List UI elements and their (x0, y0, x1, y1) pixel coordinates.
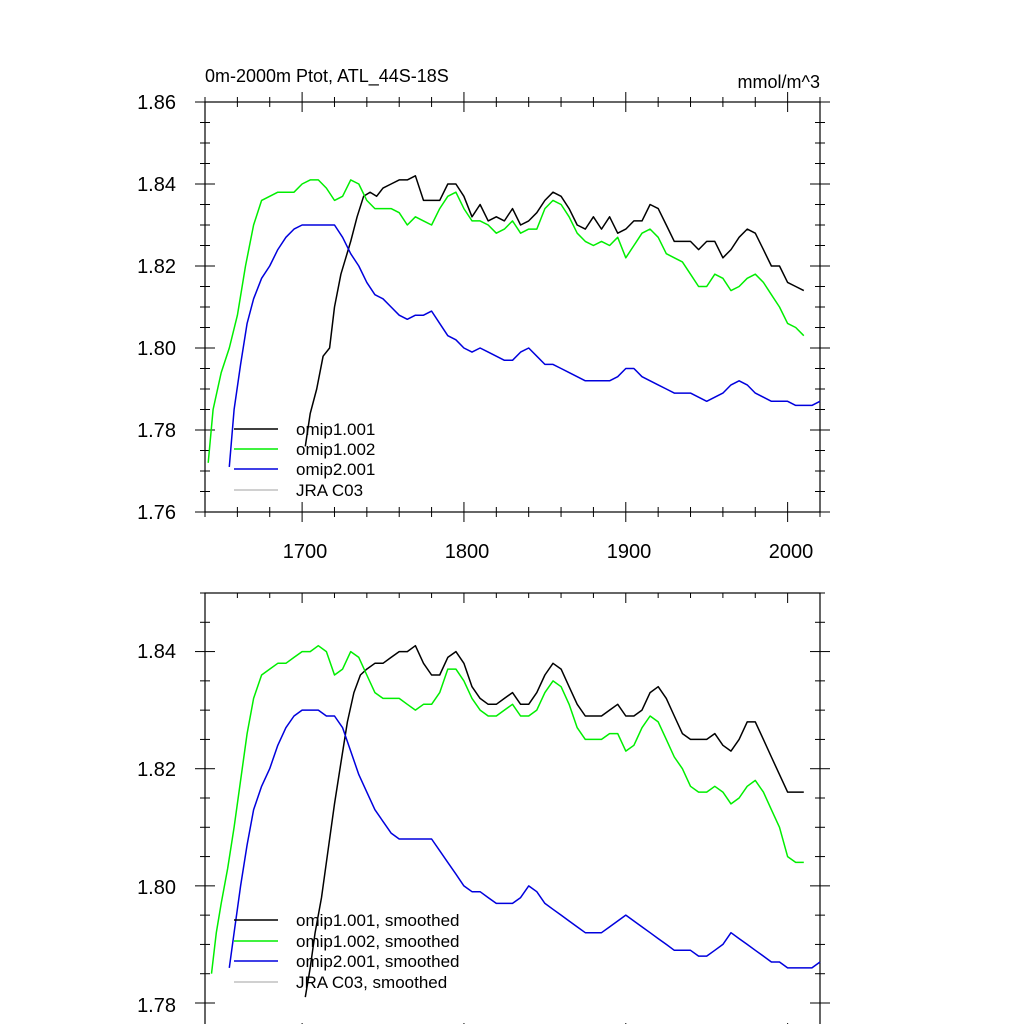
bottom-series-omip2-001-smoothed (228, 709, 821, 969)
top-panel: 0m-2000m Ptot, ATL_44S-18S mmol/m^3 1.76… (137, 66, 830, 563)
top-series (207, 175, 821, 467)
bottom-y-tick-label: 1.78 (137, 995, 176, 1017)
top-y-tick-labels: 1.76 1.78 1.80 1.82 1.84 1.86 (137, 92, 176, 524)
top-series-omip2-001 (228, 224, 821, 467)
bottom-series (210, 644, 821, 998)
bottom-legend-label: omip1.001, smoothed (296, 911, 460, 930)
top-y-tick-label: 1.76 (137, 502, 176, 524)
bottom-panel: 1.78 1.80 1.82 1.84 omip1.001, smoothed … (137, 592, 830, 1024)
top-y-tick-label: 1.82 (137, 256, 176, 278)
bottom-y-tick-label: 1.82 (137, 759, 176, 781)
top-y-tick-label: 1.84 (137, 174, 176, 196)
bottom-legend-label: JRA C03, smoothed (296, 973, 447, 992)
top-y-tick-label: 1.78 (137, 420, 176, 442)
top-legend-label: omip1.001 (296, 420, 375, 439)
top-x-tick-label: 2000 (769, 541, 814, 563)
top-title-left: 0m-2000m Ptot, ATL_44S-18S (205, 66, 449, 87)
top-title-right: mmol/m^3 (738, 72, 820, 92)
top-legend-label: omip1.002 (296, 440, 375, 459)
bottom-series-omip1-001-smoothed (304, 644, 804, 998)
top-legend-label: JRA C03 (296, 481, 363, 500)
bottom-y-tick-labels: 1.78 1.80 1.82 1.84 (137, 641, 176, 1017)
bottom-series-omip1-002-smoothed (210, 644, 804, 974)
top-legend-label: omip2.001 (296, 460, 375, 479)
top-x-tick-labels: 1700 1800 1900 2000 (283, 541, 814, 563)
top-x-tick-label: 1800 (445, 541, 490, 563)
top-y-tick-label: 1.86 (137, 92, 176, 114)
top-series-omip1-002 (207, 179, 805, 463)
top-series-omip1-001 (304, 175, 805, 447)
bottom-plot-frame (204, 592, 821, 1024)
bottom-ticks (195, 592, 830, 1024)
bottom-legend: omip1.001, smoothed omip1.002, smoothed … (234, 911, 460, 992)
bottom-legend-label: omip2.001, smoothed (296, 952, 460, 971)
top-legend: omip1.001 omip1.002 omip2.001 JRA C03 (234, 420, 375, 500)
bottom-y-tick-label: 1.84 (137, 641, 176, 663)
top-x-tick-label: 1700 (283, 541, 328, 563)
top-ticks (195, 92, 830, 522)
top-y-tick-label: 1.80 (137, 338, 176, 360)
bottom-y-tick-label: 1.80 (137, 877, 176, 899)
bottom-legend-label: omip1.002, smoothed (296, 932, 460, 951)
top-x-tick-label: 1900 (607, 541, 652, 563)
